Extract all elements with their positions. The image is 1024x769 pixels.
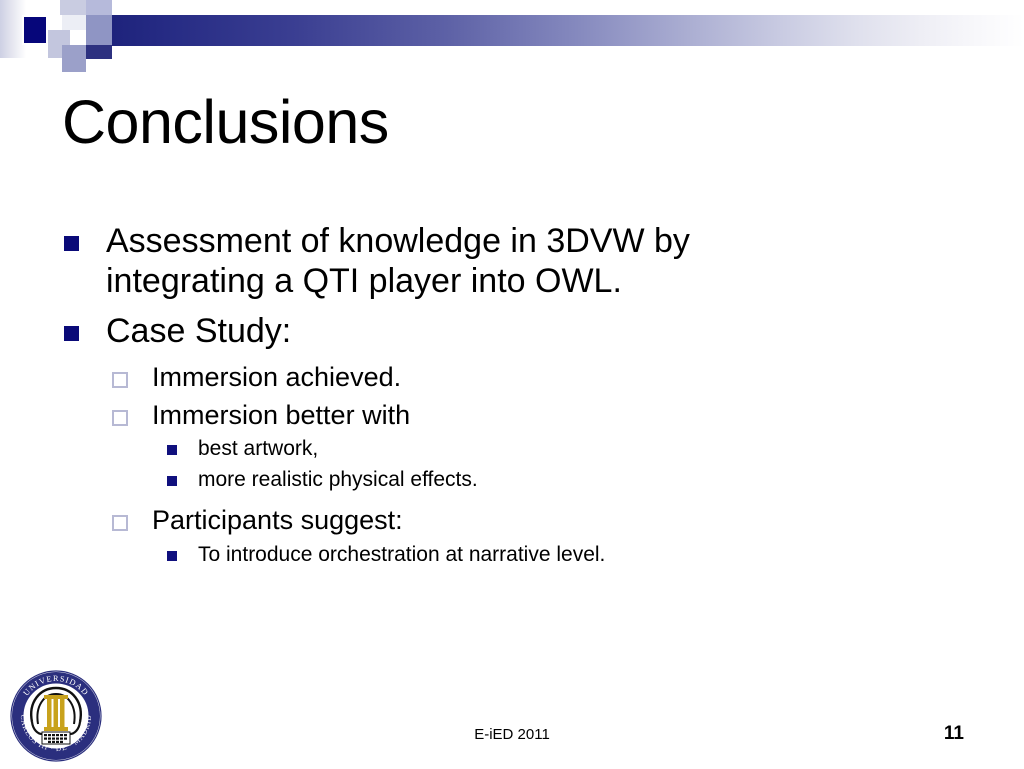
bullet-text: Assessment of knowledge in 3DVW by integ… <box>106 222 690 300</box>
bullet-item-level3: To introduce orchestration at narrative … <box>167 542 1024 567</box>
small-filled-square-bullet-icon <box>167 550 177 561</box>
bullet-text: To introduce orchestration at narrative … <box>198 542 606 566</box>
decor-square-mid-1 <box>62 15 86 30</box>
decor-square-low-2 <box>62 45 86 72</box>
slide-body: Assessment of knowledge in 3DVW by integ… <box>0 222 1024 573</box>
outline-subsublist: best artwork, more realistic physical ef… <box>0 436 1024 492</box>
bullet-item-level1: Case Study: <box>64 312 826 352</box>
bullet-item-level1: Assessment of knowledge in 3DVW by integ… <box>64 222 826 302</box>
decor-gradient-column <box>0 0 26 58</box>
bullet-item-level3: best artwork, <box>167 436 1024 461</box>
hollow-square-bullet-icon <box>112 515 128 532</box>
filled-square-bullet-icon <box>64 236 79 251</box>
hollow-square-bullet-icon <box>112 372 128 389</box>
page-number: 11 <box>943 723 964 744</box>
bullet-text: Immersion achieved. <box>152 362 402 393</box>
hollow-square-bullet-icon <box>112 409 128 426</box>
bullet-item-level2: Immersion better with <box>112 399 1024 431</box>
university-logo-icon: UNIVERSIDAD CARLOS III · DE · MADRID <box>8 668 104 764</box>
decor-square-top-1 <box>60 0 86 15</box>
outline-subsublist: To introduce orchestration at narrative … <box>0 542 1024 567</box>
filled-square-bullet-icon <box>64 325 79 341</box>
bullet-item-level3: more realistic physical effects. <box>167 467 1024 492</box>
small-filled-square-bullet-icon <box>167 445 177 456</box>
decor-square-top-2 <box>86 0 112 15</box>
slide-title: Conclusions <box>62 88 389 156</box>
bullet-item-level2: Participants suggest: <box>112 504 1024 536</box>
bullet-text: more realistic physical effects. <box>198 468 478 492</box>
decor-square-mid-2 <box>86 15 112 45</box>
decor-gradient-band <box>92 15 1024 46</box>
bullet-text: Case Study: <box>106 311 292 350</box>
decor-square-accent-dark <box>22 15 48 45</box>
bullet-text: Participants suggest: <box>152 505 403 536</box>
bullet-text: Immersion better with <box>152 399 411 430</box>
outline-sublist: Immersion achieved. Immersion better wit… <box>0 361 1024 567</box>
footer-conference-label: E-iED 2011 <box>474 726 550 743</box>
decor-square-low-3 <box>86 45 112 59</box>
bullet-text: best artwork, <box>198 437 319 461</box>
outline-list: Assessment of knowledge in 3DVW by integ… <box>0 222 1024 567</box>
header-decoration <box>0 0 1024 72</box>
small-filled-square-bullet-icon <box>167 476 177 487</box>
bullet-item-level2: Immersion achieved. <box>112 361 1024 393</box>
